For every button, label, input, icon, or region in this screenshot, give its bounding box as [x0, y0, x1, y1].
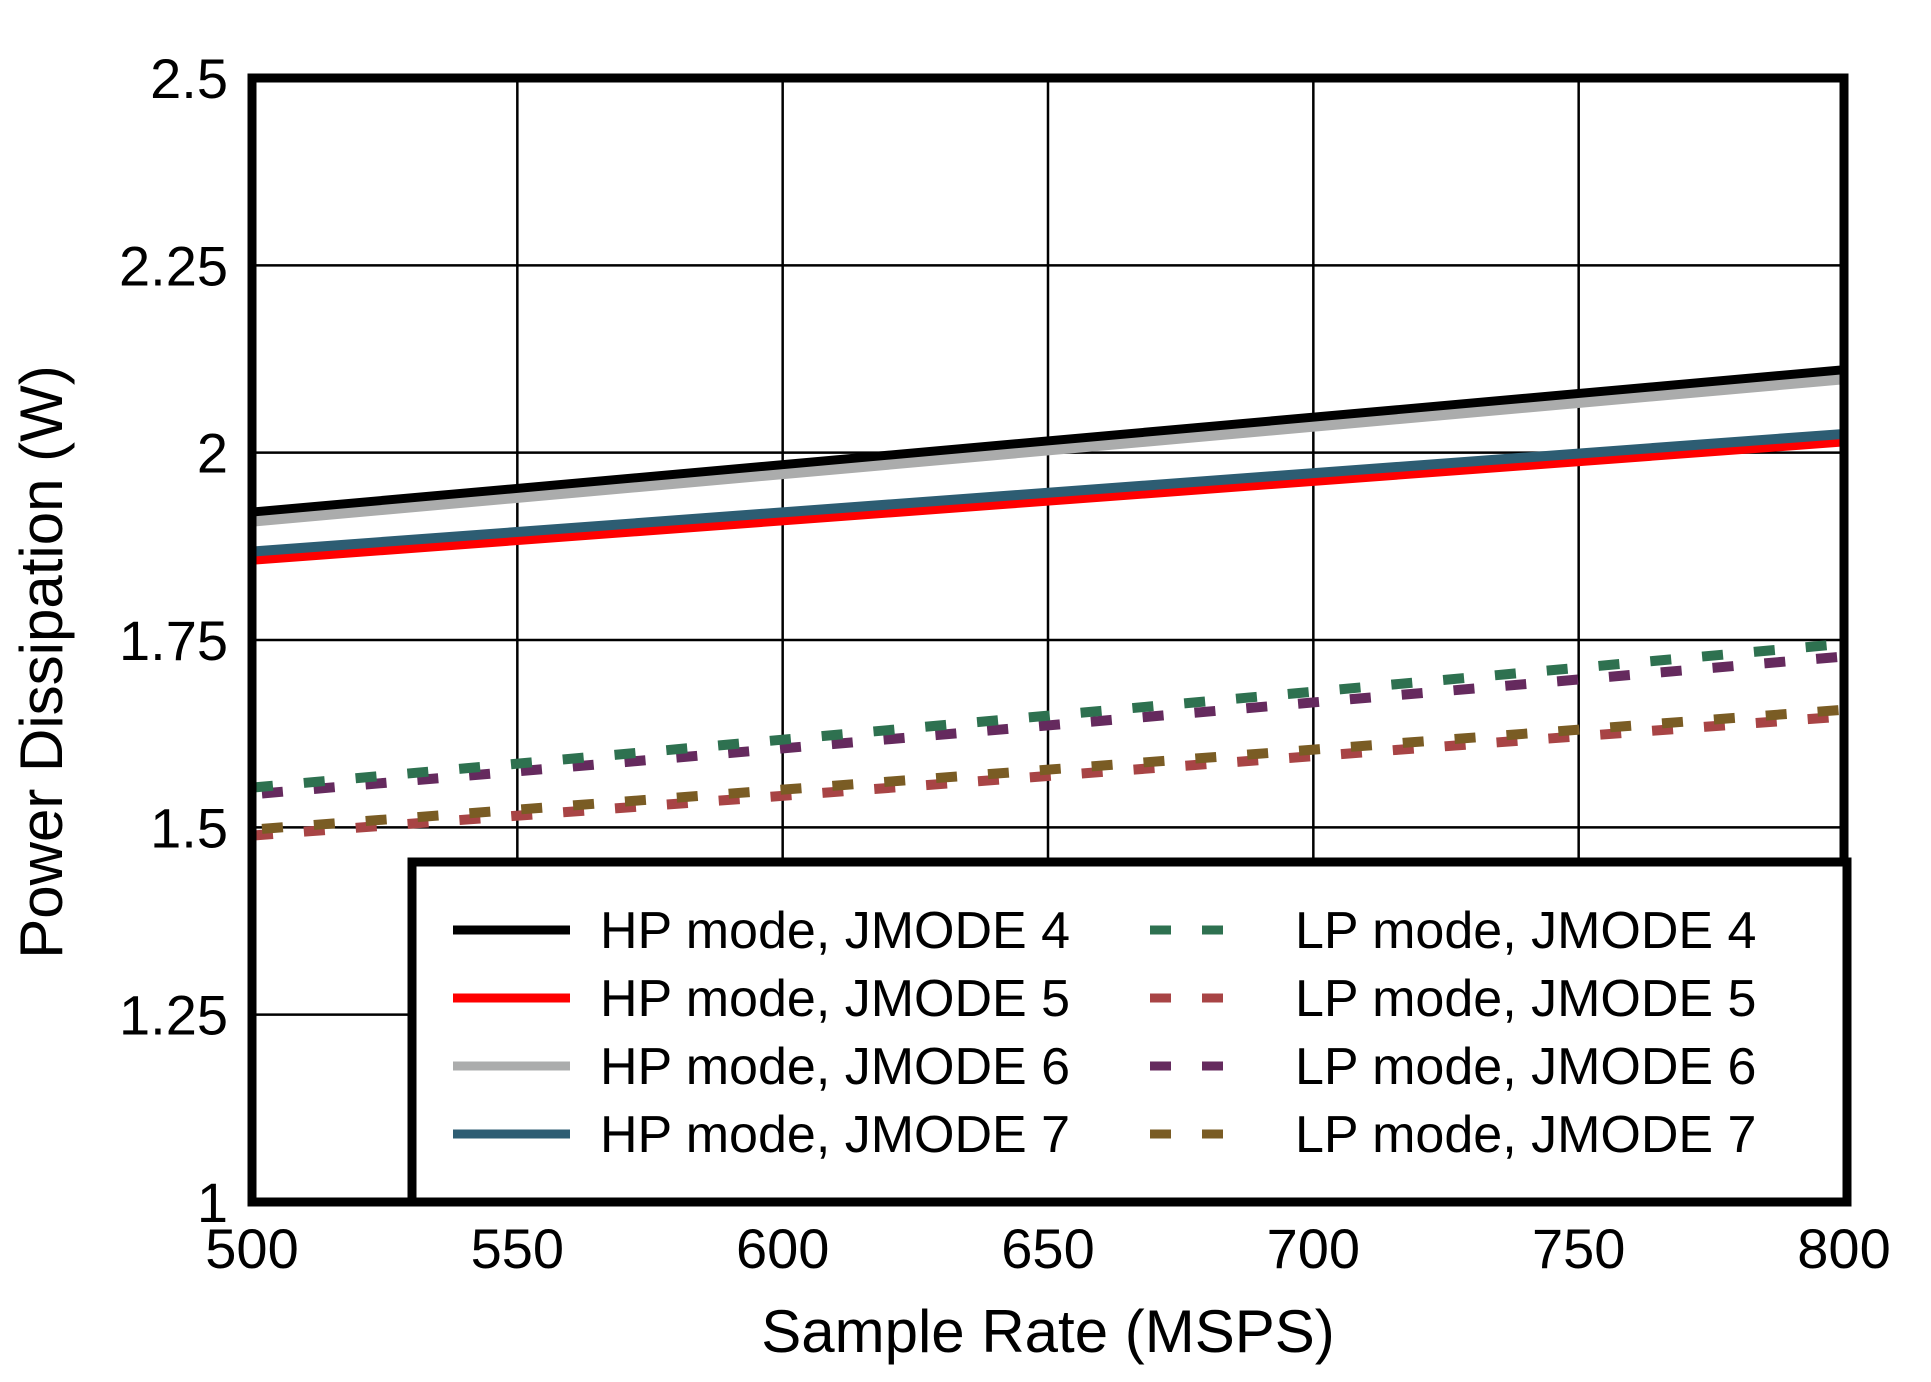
x-tick-label-550: 550 — [471, 1217, 564, 1280]
series-line-hp-mode-jmode-7 — [251, 428, 1845, 557]
legend-label-hp-mode-jmode-5: HP mode, JMODE 5 — [600, 970, 1070, 1028]
x-tick-label-650: 650 — [1001, 1217, 1094, 1280]
legend-label-hp-mode-jmode-6: HP mode, JMODE 6 — [600, 1038, 1070, 1096]
y-tick-label-1: 1 — [197, 1171, 228, 1234]
legend-label-lp-mode-jmode-6: LP mode, JMODE 6 — [1295, 1038, 1756, 1096]
series-line-lp-mode-jmode-7 — [251, 704, 1845, 835]
y-tick-label-1.5: 1.5 — [150, 796, 228, 859]
x-tick-label-600: 600 — [736, 1217, 829, 1280]
y-axis-title: Power Dissipation (W) — [8, 365, 75, 958]
series-line-lp-mode-jmode-5 — [251, 711, 1845, 841]
y-tick-label-2.5: 2.5 — [150, 47, 228, 110]
legend-label-hp-mode-jmode-4: HP mode, JMODE 4 — [600, 902, 1070, 960]
x-axis-title: Sample Rate (MSPS) — [761, 1298, 1335, 1365]
legend-label-lp-mode-jmode-4: LP mode, JMODE 4 — [1295, 902, 1756, 960]
y-tick-label-1.25: 1.25 — [119, 984, 228, 1047]
y-tick-label-1.75: 1.75 — [119, 609, 228, 672]
legend-label-lp-mode-jmode-5: LP mode, JMODE 5 — [1295, 970, 1756, 1028]
series-line-hp-mode-jmode-6 — [251, 374, 1845, 527]
series-line-hp-mode-jmode-5 — [251, 436, 1845, 565]
y-tick-label-2.25: 2.25 — [119, 234, 228, 297]
x-tick-label-700: 700 — [1267, 1217, 1360, 1280]
series-line-lp-mode-jmode-6 — [251, 651, 1845, 800]
x-tick-label-800: 800 — [1797, 1217, 1890, 1280]
legend-label-hp-mode-jmode-7: HP mode, JMODE 7 — [600, 1106, 1070, 1164]
legend-box — [407, 857, 1852, 1207]
x-tick-label-750: 750 — [1532, 1217, 1625, 1280]
legend-label-lp-mode-jmode-7: LP mode, JMODE 7 — [1295, 1106, 1756, 1164]
x-tick-label-500: 500 — [205, 1217, 298, 1280]
series-line-lp-mode-jmode-4 — [251, 638, 1845, 793]
series-line-hp-mode-jmode-4 — [251, 365, 1845, 518]
y-tick-label-2: 2 — [197, 422, 228, 485]
